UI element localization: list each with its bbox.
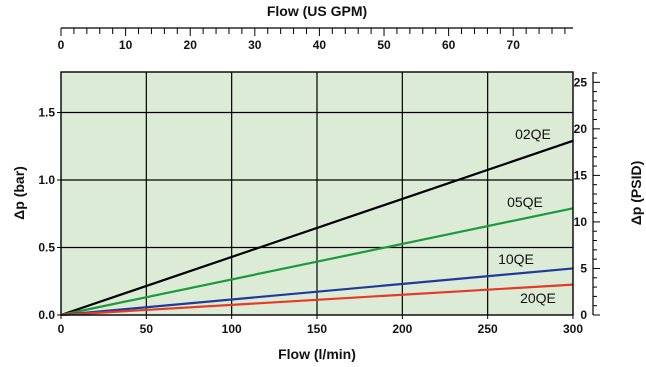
y-tick-label: 0.5 — [38, 241, 55, 255]
x-tick-label: 200 — [392, 322, 412, 336]
right-tick-label: 10 — [574, 215, 588, 229]
top-tick-label: 70 — [507, 38, 521, 52]
top-tick-label: 60 — [442, 38, 456, 52]
right-tick-label: 25 — [574, 75, 588, 89]
y-axis-title: Δp (bar) — [11, 166, 27, 220]
x-tick-label: 50 — [140, 322, 154, 336]
y-tick-label: 1.5 — [38, 106, 55, 120]
series-line-10qe — [60, 267, 574, 317]
series-line-20qe — [60, 283, 574, 317]
x-tick-label: 0 — [58, 322, 65, 336]
top-tick-label: 50 — [377, 38, 391, 52]
y-tick-label: 1.0 — [38, 173, 55, 187]
top-tick-label: 10 — [119, 38, 133, 52]
series-line-05qe — [60, 207, 574, 317]
x-axis-title: Flow (l/min) — [278, 346, 356, 362]
series-label-05qe: 05QE — [507, 194, 543, 210]
right-axis-title: Δp (PSID) — [628, 161, 644, 226]
x-tick-label: 150 — [307, 322, 327, 336]
x-tick-label: 250 — [478, 322, 498, 336]
series-label-10qe: 10QE — [498, 251, 534, 267]
top-tick-label: 30 — [248, 38, 262, 52]
series-line-02qe — [60, 139, 574, 317]
top-tick-label: 20 — [184, 38, 198, 52]
series-label-02qe: 02QE — [515, 126, 551, 142]
right-tick-label: 20 — [574, 122, 588, 136]
grid — [61, 72, 573, 315]
x-tick-label: 300 — [563, 322, 583, 336]
right-tick-label: 5 — [580, 261, 587, 275]
series-lines — [60, 139, 574, 317]
series-label-20qe: 20QE — [520, 290, 556, 306]
x-tick-label: 100 — [222, 322, 242, 336]
plot-frame — [60, 71, 574, 316]
right-tick-label: 0 — [580, 308, 587, 322]
top-axis-title: Flow (US GPM) — [267, 3, 367, 19]
right-tick-label: 15 — [574, 168, 588, 182]
top-tick-label: 40 — [313, 38, 327, 52]
top-tick-label: 0 — [58, 38, 65, 52]
y-tick-label: 0.0 — [38, 308, 55, 322]
